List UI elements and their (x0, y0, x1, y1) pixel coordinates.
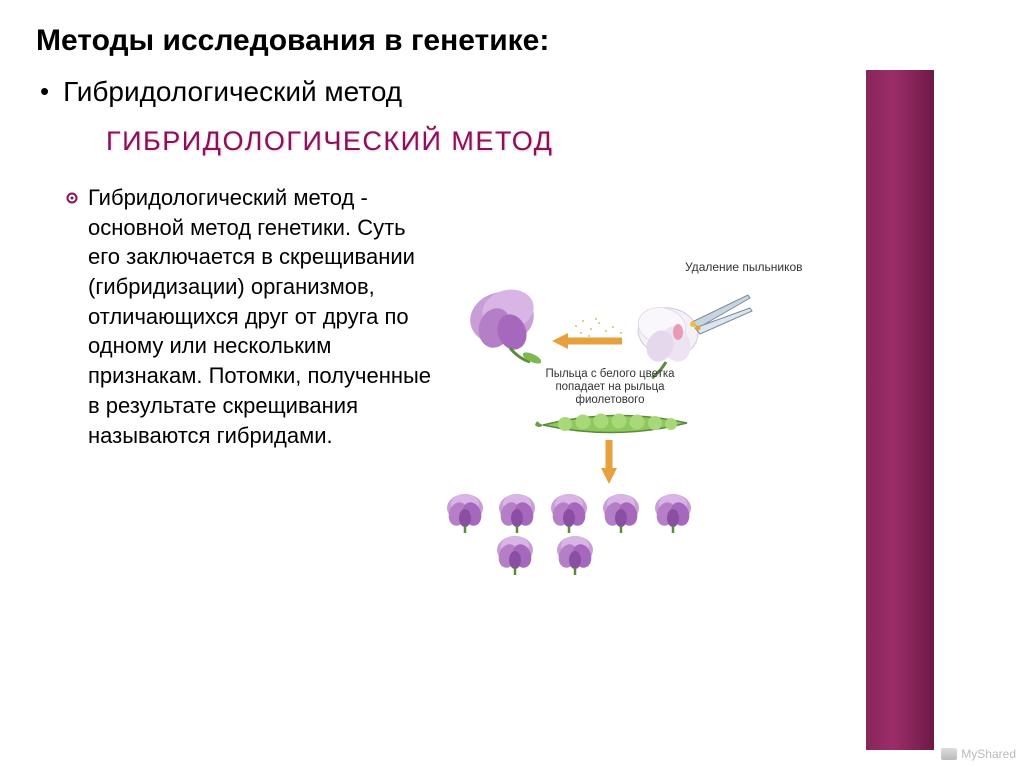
desc-bullet-icon (66, 191, 78, 207)
offspring-flower (492, 488, 542, 534)
watermark-text: MyShared (961, 747, 1016, 761)
main-title: Методы исследования в генетике: (36, 24, 988, 58)
bullet-text: Гибридологический метод (63, 76, 402, 108)
bullet-dot: • (40, 76, 49, 107)
offspring-flower (490, 530, 540, 576)
offspring-flower (440, 488, 490, 534)
offspring-flower (648, 488, 698, 534)
anther-removal-label: Удаление пыльников (685, 260, 803, 274)
offspring-flower (596, 488, 646, 534)
offspring-flower (544, 488, 594, 534)
sub-title: ГИБРИДОЛОГИЧЕСКИЙ МЕТОД (106, 126, 988, 157)
cross-diagram: Удаление пыльников Пыльца с белого цветк… (430, 260, 810, 570)
pollen-transfer-label: Пыльца с белого цветка попадает на рыльц… (520, 368, 700, 408)
vertical-arrow-icon (600, 440, 618, 489)
side-accent-bar (866, 70, 934, 750)
description-block: Гибридологический метод - основной метод… (66, 183, 436, 450)
watermark: MyShared (941, 747, 1016, 761)
purple-flower-left (460, 280, 550, 365)
horizontal-arrow-icon (552, 332, 622, 355)
description-text: Гибридологический метод - основной метод… (88, 183, 436, 450)
offspring-flower (550, 530, 600, 576)
bullet-item: • Гибридологический метод (40, 76, 988, 108)
slide-container: Методы исследования в генетике: • Гибрид… (0, 0, 1024, 767)
watermark-icon (941, 748, 957, 760)
